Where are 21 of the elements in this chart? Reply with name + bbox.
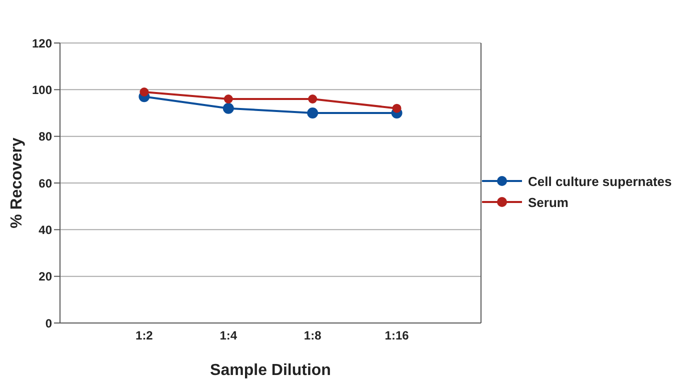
- y-tick-label: 80: [38, 130, 52, 144]
- y-tick-label: 120: [32, 36, 52, 50]
- y-tick-label: 100: [32, 82, 52, 97]
- point: [307, 108, 318, 118]
- y-tick-label: 40: [38, 222, 52, 237]
- x-tick-label: 1:16: [384, 328, 410, 343]
- y-tick-label: 0: [45, 316, 52, 330]
- y-axis-title: % Recovery: [8, 138, 26, 228]
- legend-label: Serum: [528, 194, 568, 210]
- y-tick-label: 60: [38, 176, 52, 190]
- point: [224, 94, 233, 104]
- x-tick-label: 1:8: [304, 328, 322, 343]
- x-tick-label: 1:4: [220, 328, 238, 343]
- legend-label: Cell culture supernates: [528, 174, 672, 188]
- point: [308, 94, 318, 104]
- x-tick-label: 1:2: [136, 328, 154, 343]
- point: [392, 104, 402, 113]
- point: [140, 88, 149, 96]
- x-axis-title: Sample Dilution: [210, 362, 331, 379]
- point: [222, 102, 234, 114]
- y-tick-label: 20: [38, 270, 52, 284]
